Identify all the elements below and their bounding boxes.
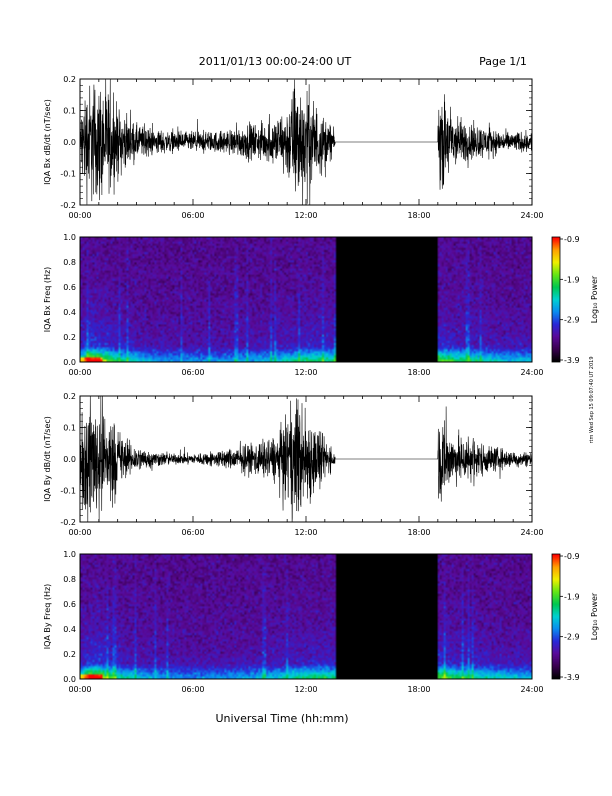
- by-spectrogram-ytick-label: 0.6: [63, 600, 76, 609]
- bx-spectrogram-colorbar-tick-label: -3.9: [564, 356, 580, 365]
- bx-waveform-ytick-label: 0.0: [63, 138, 76, 147]
- bx-spectrogram-xtick-label: 18:00: [407, 368, 430, 377]
- page-label: Page 1/1: [479, 55, 527, 68]
- by-spectrogram-colorbar-tick-label: -1.9: [564, 592, 580, 601]
- bx-spectrogram-colorbar: [552, 237, 560, 362]
- bx-spectrogram-ylabel: IQA Bx Freq (Hz): [43, 267, 52, 333]
- bx-spectrogram-xtick-label: 00:00: [68, 368, 91, 377]
- bx-waveform-trace: [79, 78, 533, 206]
- by-spectrogram-ytick-label: 0.4: [63, 625, 76, 634]
- by-waveform-xtick-label: 00:00: [68, 528, 91, 537]
- bx-waveform-ytick-label: 0.2: [63, 75, 76, 84]
- by-spectrogram-ytick-label: 1.0: [63, 550, 76, 559]
- panels: 00:00 06:00 12:00 18:00 24:00 -0.2 -0.1 0.0 0.1 0…: [43, 75, 599, 694]
- bx-spectrogram-frame-top: [79, 236, 533, 363]
- by-spectrogram-frame-top: [79, 553, 533, 680]
- bx-spectrogram-xtick-label: 24:00: [520, 368, 543, 377]
- side-timestamp: rtm Wed Sep 15 09:07:40 UT 2019: [589, 356, 595, 443]
- bx-waveform-ytick-label: -0.2: [60, 201, 76, 210]
- by-spectrogram-ytick-label: 0.0: [63, 675, 76, 684]
- by-spectrogram-colorbar: [552, 554, 560, 679]
- bx-spectrogram-ytick-label: 0.6: [63, 283, 76, 292]
- by-spectrogram-xtick-label: 24:00: [520, 685, 543, 694]
- by-spectrogram-xtick-label: 12:00: [294, 685, 317, 694]
- bx-waveform-xtick-label: 06:00: [181, 211, 204, 220]
- by-spectrogram-xtick-label: 06:00: [181, 685, 204, 694]
- bx-spectrogram-colorbar-tick-label: -0.9: [564, 235, 580, 244]
- bx-spectrogram-ytick-label: 0.2: [63, 333, 76, 342]
- by-waveform-trace: [79, 395, 533, 523]
- by-waveform-xtick-label: 06:00: [181, 528, 204, 537]
- by-spectrogram-colorbar-label: Log₁₀ Power: [590, 592, 599, 640]
- by-spectrogram-ylabel: IQA By Freq (Hz): [43, 584, 52, 650]
- by-spectrogram-colorbar-tick-label: -3.9: [564, 673, 580, 682]
- bx-waveform-ytick-label: 0.1: [63, 107, 76, 116]
- by-waveform-ytick-label: -0.2: [60, 518, 76, 527]
- by-spectrogram-xtick-label: 18:00: [407, 685, 430, 694]
- bx-spectrogram-colorbar-tick-label: -1.9: [564, 275, 580, 284]
- bx-spectrogram-xtick-label: 06:00: [181, 368, 204, 377]
- bx-waveform-xtick-label: 18:00: [407, 211, 430, 220]
- bx-spectrogram-xtick-label: 12:00: [294, 368, 317, 377]
- x-axis-label: Universal Time (hh:mm): [216, 712, 349, 725]
- bx-spectrogram-colorbar-label: Log₁₀ Power: [590, 275, 599, 323]
- bx-spectrogram-ytick-label: 0.4: [63, 308, 76, 317]
- by-waveform-xtick-label: 18:00: [407, 528, 430, 537]
- by-waveform-ytick-label: 0.1: [63, 424, 76, 433]
- by-spectrogram-xtick-label: 00:00: [68, 685, 91, 694]
- by-spectrogram-colorbar-frame: [551, 553, 561, 680]
- by-spectrogram-heatmap: [80, 554, 532, 679]
- bx-waveform-xtick-label: 00:00: [68, 211, 91, 220]
- bx-waveform-xtick-label: 24:00: [520, 211, 543, 220]
- bx-spectrogram-heatmap: [80, 237, 532, 362]
- bx-spectrogram-ytick-label: 0.8: [63, 258, 76, 267]
- by-waveform-ytick-label: 0.2: [63, 392, 76, 401]
- by-waveform-xtick-label: 12:00: [294, 528, 317, 537]
- by-spectrogram-colorbar-tick-label: -0.9: [564, 552, 580, 561]
- bx-spectrogram-colorbar-frame: [551, 236, 561, 363]
- bx-waveform-ylabel: IQA Bx dB/dt (nT/sec): [43, 99, 52, 185]
- bx-spectrogram-ytick-label: 1.0: [63, 233, 76, 242]
- by-waveform-ytick-label: 0.0: [63, 455, 76, 464]
- by-spectrogram-ytick-label: 0.8: [63, 575, 76, 584]
- by-spectrogram-ytick-label: 0.2: [63, 650, 76, 659]
- bx-spectrogram-ytick-label: 0.0: [63, 358, 76, 367]
- by-waveform-ytick-label: -0.1: [60, 487, 76, 496]
- bx-waveform-xtick-label: 12:00: [294, 211, 317, 220]
- bx-spectrogram-colorbar-tick-label: -2.9: [564, 316, 580, 325]
- by-waveform-ylabel: IQA By dB/dt (nT/sec): [43, 416, 52, 502]
- by-waveform-xtick-label: 24:00: [520, 528, 543, 537]
- by-spectrogram-colorbar-tick-label: -2.9: [564, 633, 580, 642]
- page-title: 2011/01/13 00:00-24:00 UT: [199, 55, 352, 68]
- bx-waveform-ytick-label: -0.1: [60, 170, 76, 179]
